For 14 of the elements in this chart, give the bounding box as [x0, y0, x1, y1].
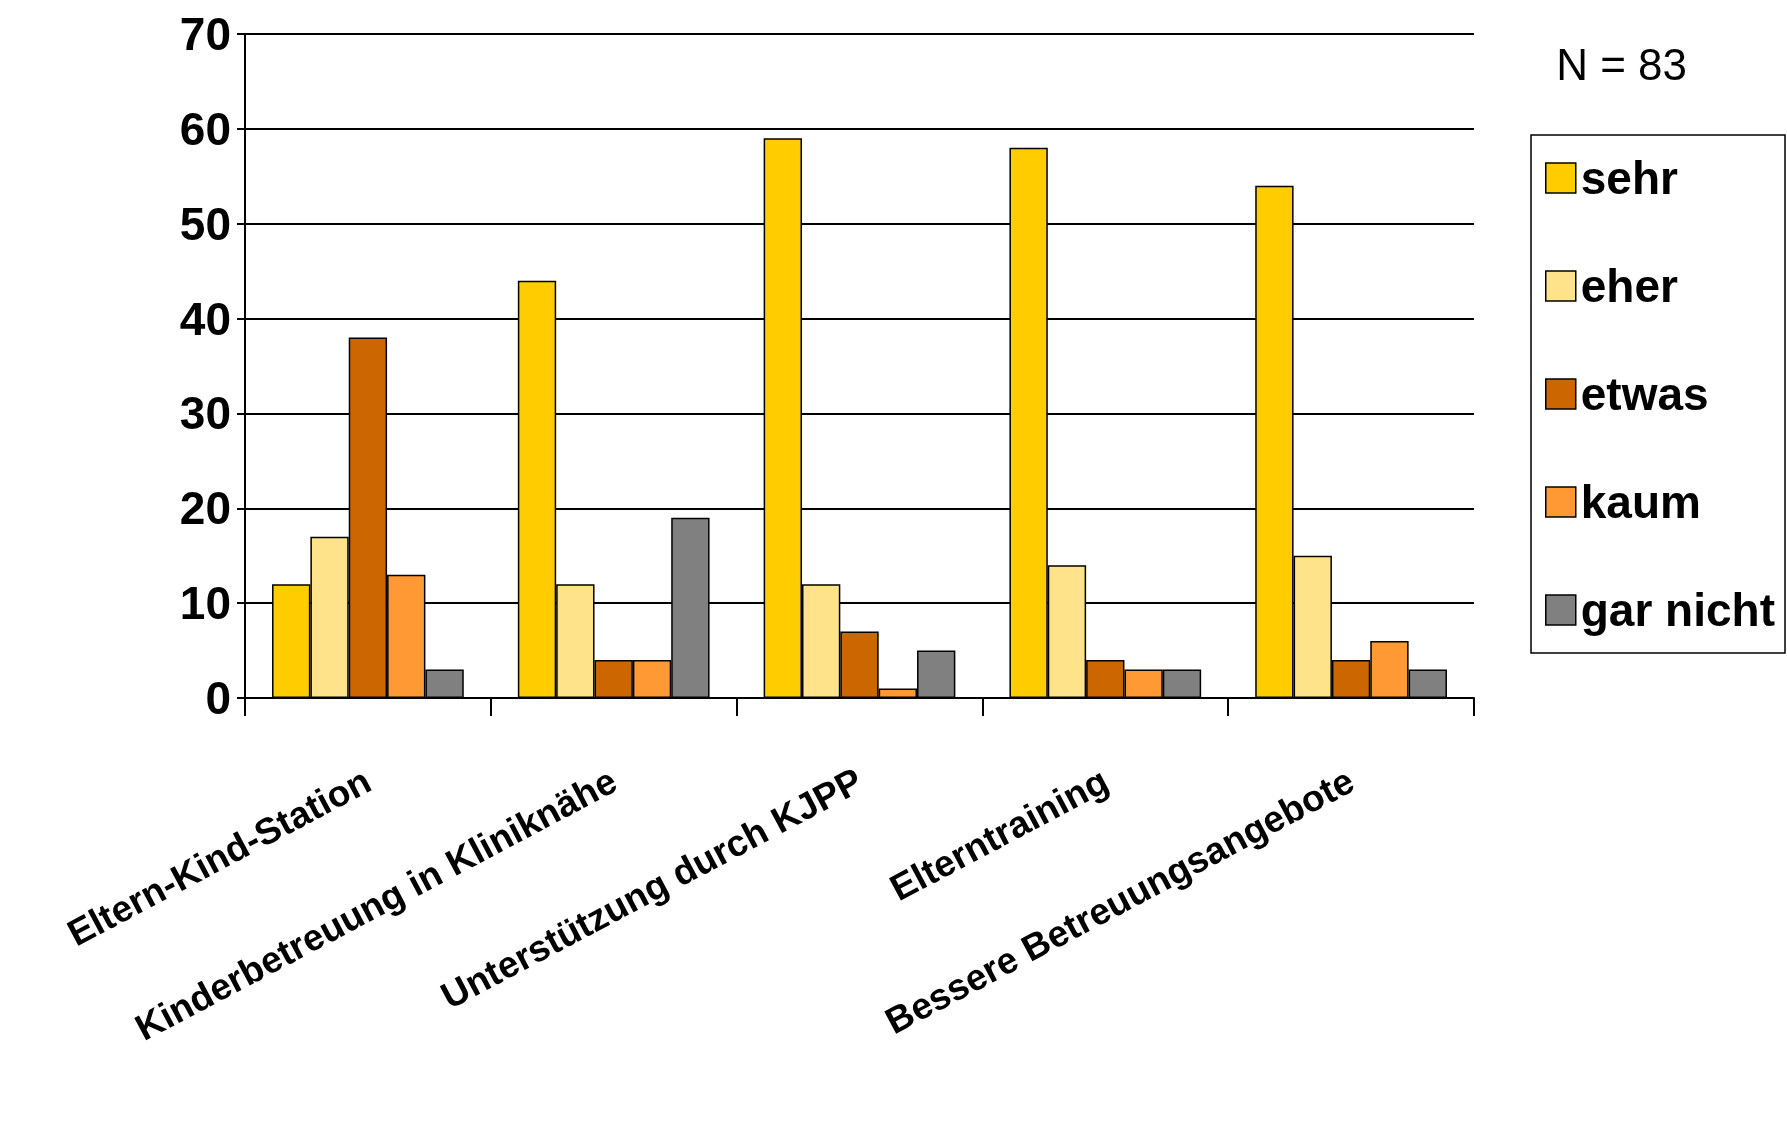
y-tick-label: 60 — [179, 102, 231, 155]
legend-label: etwas — [1580, 368, 1709, 420]
y-tick-label: 50 — [179, 197, 231, 250]
legend-label: gar nicht — [1580, 584, 1776, 636]
legend-label: sehr — [1580, 152, 1679, 204]
y-tick-label: 20 — [179, 482, 231, 535]
y-tick-label: 40 — [179, 292, 231, 345]
legend-label: eher — [1580, 260, 1679, 312]
y-tick-label: 0 — [205, 672, 231, 724]
y-tick-label: 10 — [179, 577, 231, 630]
y-tick-label: 70 — [179, 8, 231, 60]
text: N = 83 — [1556, 39, 1688, 89]
legend-label: kaum — [1580, 476, 1701, 528]
y-tick-label: 30 — [179, 387, 231, 440]
